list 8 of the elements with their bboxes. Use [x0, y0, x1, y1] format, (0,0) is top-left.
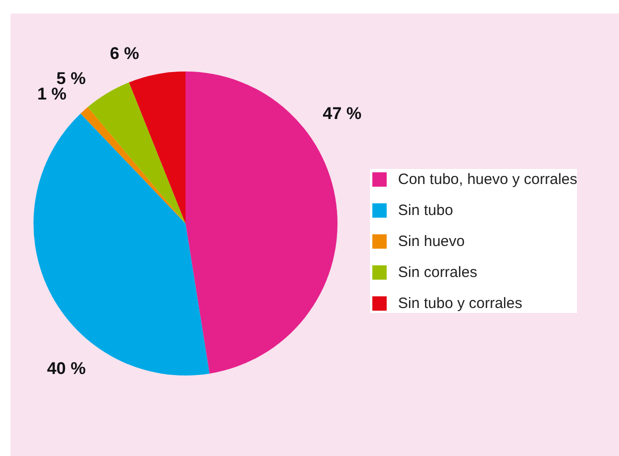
legend-label: Sin huevo — [398, 232, 465, 251]
legend-label: Sin corrales — [398, 262, 478, 282]
legend-label: Sin tubo — [398, 200, 454, 220]
legend-label: Sin tubo y corrales — [398, 294, 522, 313]
data-label: 47 % — [322, 104, 362, 123]
legend-label: Con tubo, huevo y corrales — [398, 170, 578, 189]
data-label: 40 % — [46, 358, 86, 378]
data-label: 6 % — [110, 44, 140, 64]
